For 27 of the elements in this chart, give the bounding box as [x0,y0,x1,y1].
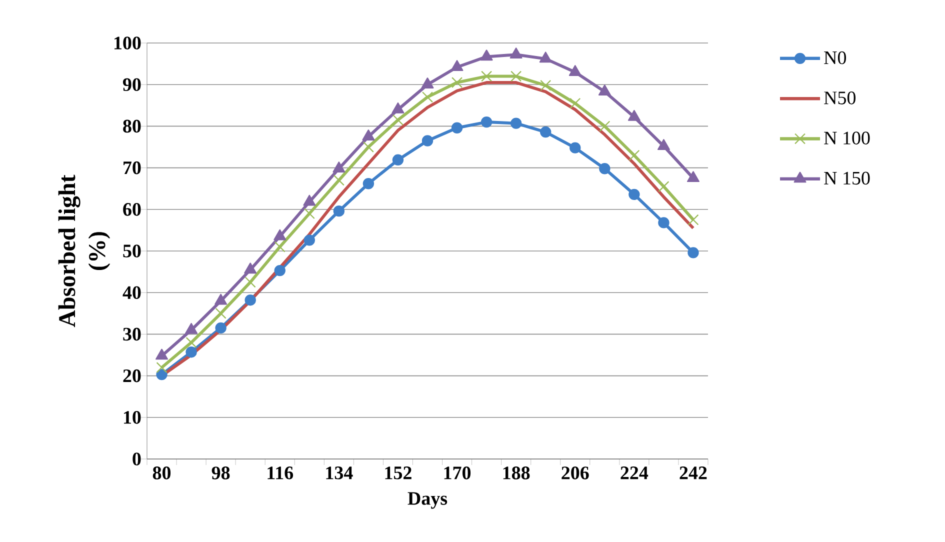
y-tick-label: 40 [122,286,141,300]
y-tick-label: 100 [114,36,141,50]
y-tick-label: 10 [124,411,141,424]
y-tick-label: 0 [132,452,141,466]
legend-label: N0 [824,51,846,64]
x-tick-label: 188 [503,466,530,480]
x-tick-label: 242 [680,466,707,480]
x-axis-title: Days [408,492,448,509]
x-tick-label: 134 [326,466,353,480]
y-tick-label: 20 [123,369,141,382]
y-tick-label: 70 [124,161,141,174]
x-tick-label: 80 [152,466,171,480]
x-tick-label: 116 [268,466,294,480]
x-tick-label: 170 [444,466,471,480]
y-tick-label: 30 [123,328,141,341]
y-tick-label: 90 [122,78,141,92]
y-axis-title: Absorbed light (%) [58,174,110,328]
legend-label: N 150 [824,172,870,185]
legend-label: N50 [824,92,856,104]
x-tick-label: 98 [212,466,230,480]
y-tick-label: 60 [123,203,141,216]
x-tick-label: 206 [562,466,589,480]
y-tick-label: 50 [123,244,141,258]
x-tick-label: 152 [385,466,412,480]
legend-label: N 100 [824,132,870,144]
y-tick-label: 80 [123,120,141,133]
x-tick-label: 224 [620,466,648,480]
